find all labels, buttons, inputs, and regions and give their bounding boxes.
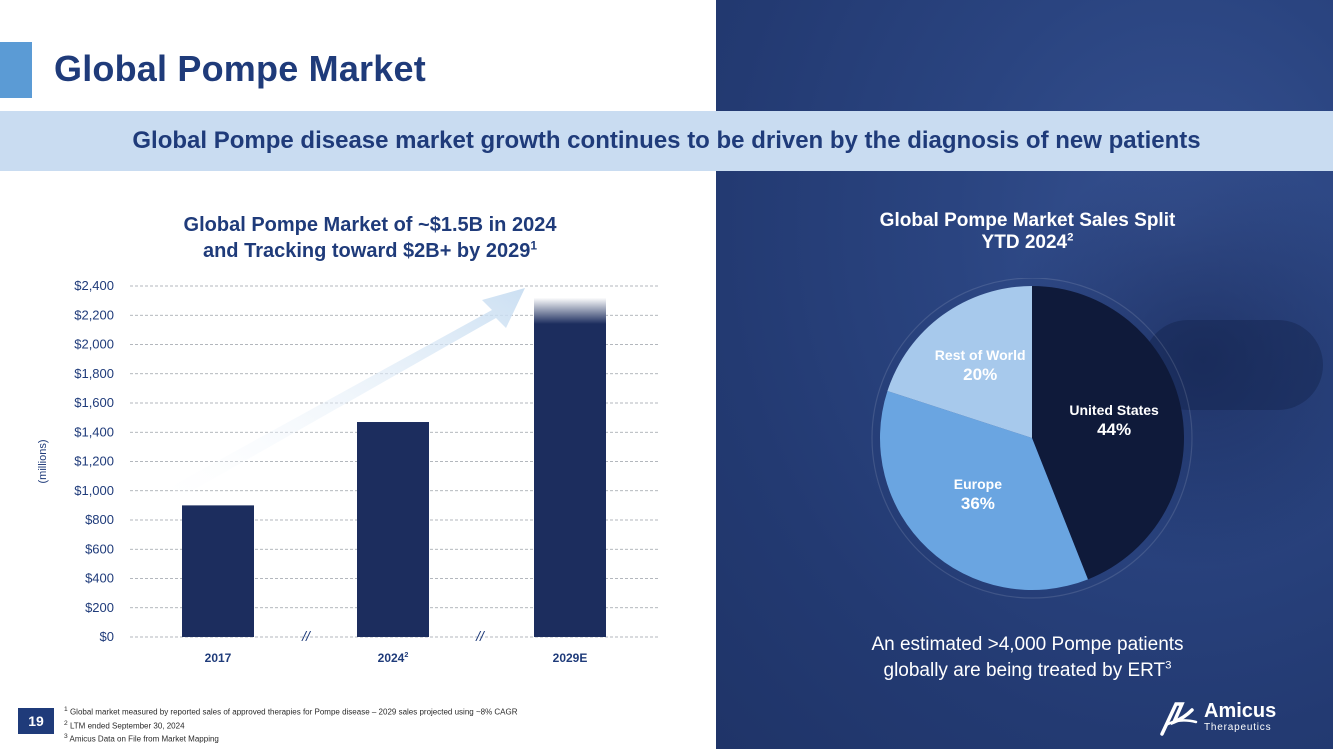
patients-note: An estimated >4,000 Pompe patients globa… (800, 632, 1255, 684)
y-tick-label: $1,400 (74, 424, 114, 439)
x-tick-label-2024: 20242 (377, 650, 409, 665)
slice-percent: 44% (1097, 420, 1132, 440)
slice-percent: 36% (960, 493, 995, 513)
pie-slice-united-states (1032, 286, 1184, 580)
bar-2029e-fade (534, 297, 606, 325)
y-tick-label: $0 (100, 629, 114, 644)
x-tick-label-2017: 2017 (204, 651, 232, 665)
patients-note-line2-text: globally are being treated by ERT (883, 660, 1166, 681)
y-tick-label: $2,200 (74, 307, 114, 322)
axis-break-mark: // (475, 628, 486, 644)
pie-chart-title: Global Pompe Market Sales Split YTD 2024… (830, 210, 1225, 254)
pie-label-united-states: United States 44% (1044, 402, 1184, 440)
footnote: 1 Global market measured by reported sal… (64, 706, 518, 717)
subtitle-band (0, 111, 1333, 171)
pie-slice-rest-of-world (887, 286, 1032, 438)
y-tick-label: $1,800 (74, 366, 114, 381)
bar-chart-title-line2: and Tracking toward $2B+ by 20291 (150, 238, 590, 264)
x-tick-label-2029e: 2029E (552, 651, 588, 665)
y-axis-label: (millions) (37, 440, 49, 484)
bar-chart: $0 $200 $400 $600 $800 $1,000 $1,200 $1,400 $1,6… (37, 278, 658, 644)
slide-number: 19 (18, 708, 54, 734)
logo-subtitle: Therapeutics (1204, 722, 1272, 733)
pie-chart (871, 278, 1193, 599)
growth-arrow (172, 288, 525, 500)
y-tick-label: $400 (85, 571, 114, 586)
bar-chart-title-line2-text: and Tracking toward $2B+ by 2029 (202, 240, 531, 262)
bar-chart-title-line1: Global Pompe Market of ~$1.5B in 2024 (183, 214, 557, 236)
footnotes: 1 Global market measured by reported sal… (64, 704, 518, 745)
title-accent-bar (0, 42, 32, 98)
patients-note-line1: An estimated >4,000 Pompe patients (871, 634, 1184, 655)
pie-title-line1: Global Pompe Market Sales Split (879, 210, 1176, 231)
footnote: 3 Amicus Data on File from Market Mappin… (64, 733, 219, 744)
slice-name: United States (1069, 402, 1159, 419)
bar-2024 (357, 422, 429, 637)
y-tick-label: $2,400 (74, 278, 114, 293)
y-tick-label: $600 (85, 541, 114, 556)
amicus-logo-icon (1160, 702, 1198, 736)
footnote: 2 LTM ended September 30, 2024 (64, 719, 185, 731)
pie-slice-europe (880, 391, 1088, 590)
page-title: Global Pompe Market (54, 48, 426, 89)
logo-name: Amicus (1204, 700, 1277, 722)
footnote-ref: 2 (1067, 231, 1074, 244)
y-tick-label: $200 (85, 600, 114, 615)
footnote-ref: 2 (404, 650, 409, 659)
y-tick-label: $1,600 (74, 395, 114, 410)
footnote-ref: 3 (1165, 659, 1172, 672)
page-subtitle: Global Pompe disease market growth conti… (132, 127, 1201, 154)
bar-2029e (534, 315, 606, 637)
pie-outer-ring (871, 278, 1193, 599)
y-tick-label: $2,000 (74, 337, 114, 352)
footnote-ref: 1 (530, 238, 538, 253)
pie-label-europe: Europe 36% (908, 476, 1048, 514)
y-tick-label: $1,000 (74, 483, 114, 498)
slice-name: Rest of World (934, 346, 1026, 363)
y-tick-label: $1,200 (74, 454, 114, 469)
bar-2017 (182, 505, 254, 637)
pie-title-line2-text: YTD 2024 (981, 232, 1068, 253)
patients-note-line2: globally are being treated by ERT3 (800, 658, 1255, 684)
pie-title-line2: YTD 20242 (830, 232, 1225, 254)
slice-percent: 20% (963, 364, 998, 384)
bar-chart-title: Global Pompe Market of ~$1.5B in 2024 an… (150, 212, 590, 264)
slice-name: Europe (953, 475, 1002, 492)
y-tick-label: $800 (85, 512, 114, 527)
axis-break-mark: // (301, 628, 312, 644)
pie-label-rest-of-world: Rest of World 20% (910, 347, 1050, 385)
